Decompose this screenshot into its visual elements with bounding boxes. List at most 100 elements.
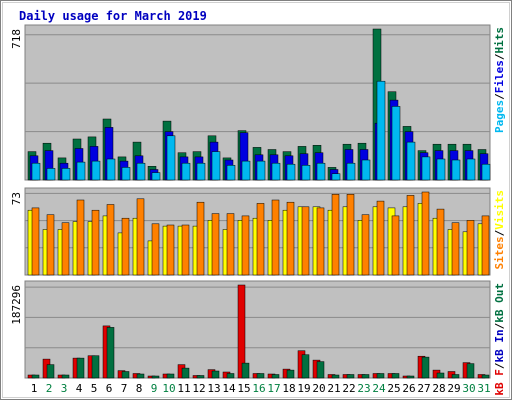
bar-kb-out-day-15 — [241, 362, 250, 379]
bar-kb-out-day-2 — [46, 364, 55, 379]
bar-pages-day-14 — [226, 165, 236, 181]
bar-pages-day-7 — [121, 167, 131, 181]
bar-kb-out-day-5 — [91, 355, 100, 379]
bar-pages-day-24 — [376, 80, 386, 181]
bar-kb-out-day-19 — [301, 354, 310, 379]
bar-kb-out-day-17 — [271, 374, 280, 379]
x-tick-label: 11 — [177, 382, 190, 395]
bar-kb-out-day-27 — [421, 356, 430, 379]
bar-kb-out-day-8 — [136, 373, 145, 379]
bar-sites-day-6 — [106, 204, 115, 276]
x-tick-label: 7 — [121, 382, 128, 395]
bar-kb-out-day-24 — [376, 373, 385, 379]
x-tick-label: 10 — [162, 382, 175, 395]
bar-kb-out-day-26 — [406, 375, 415, 379]
panel-visits-sites: 73 Sites/Visits — [10, 187, 506, 276]
bar-sites-day-23 — [361, 214, 370, 276]
bar-pages-day-31 — [481, 163, 491, 181]
bar-kb-out-day-16 — [256, 373, 265, 379]
bar-sites-day-14 — [226, 213, 235, 276]
bar-pages-day-13 — [211, 151, 221, 181]
legend: Sites/Visits — [493, 190, 506, 270]
bar-sites-day-5 — [91, 209, 100, 276]
bar-pages-day-29 — [451, 159, 461, 181]
bar-sites-day-28 — [436, 208, 445, 276]
bar-pages-day-2 — [46, 168, 56, 181]
bar-sites-day-18 — [286, 201, 295, 276]
panel-background — [24, 280, 491, 379]
legend: Pages/Files/Hits — [493, 27, 506, 133]
x-tick-label: 8 — [136, 382, 143, 395]
x-tick-label: 4 — [76, 382, 83, 395]
bar-sites-day-29 — [451, 222, 460, 276]
bar-kb-out-day-3 — [61, 374, 70, 379]
bar-pages-day-10 — [166, 135, 176, 181]
legend-entry: kB F — [493, 369, 506, 396]
bar-pages-day-3 — [61, 168, 71, 181]
bar-sites-day-10 — [166, 224, 175, 276]
bar-pages-day-6 — [106, 158, 116, 181]
bar-sites-day-9 — [151, 223, 160, 276]
bar-pages-day-23 — [361, 159, 371, 181]
x-tick-label: 1 — [31, 382, 38, 395]
bar-pages-day-9 — [151, 172, 161, 181]
bar-sites-day-13 — [211, 213, 220, 276]
legend-entry: kB In — [493, 329, 506, 362]
y-max-label: 187296 — [10, 285, 23, 325]
x-tick-label: 31 — [477, 382, 490, 395]
bar-sites-day-3 — [61, 222, 70, 276]
x-tick-label: 19 — [297, 382, 310, 395]
legend-separator: / — [493, 53, 506, 60]
y-max-label: 718 — [10, 29, 23, 49]
bar-pages-day-28 — [436, 158, 446, 181]
y-max-label: 73 — [10, 192, 23, 205]
x-tick-label: 25 — [387, 382, 400, 395]
bar-kb-out-day-4 — [76, 357, 85, 379]
x-tick-label: 29 — [447, 382, 460, 395]
bar-kb-out-day-21 — [331, 374, 340, 379]
bar-pages-day-19 — [301, 165, 311, 181]
bar-kb-out-day-12 — [196, 375, 205, 379]
x-tick-label: 5 — [91, 382, 98, 395]
bar-sites-day-31 — [481, 215, 490, 276]
x-tick-label: 20 — [312, 382, 325, 395]
legend-entry: Hits — [493, 27, 506, 54]
bar-kb-out-day-29 — [451, 374, 460, 379]
bar-kb-out-day-11 — [181, 367, 190, 379]
bar-pages-day-4 — [76, 161, 86, 181]
bar-kb-out-day-9 — [151, 375, 160, 379]
bar-sites-day-15 — [241, 215, 250, 276]
legend-entry: Files — [493, 60, 506, 93]
x-tick-label: 30 — [462, 382, 475, 395]
bar-kb-out-day-20 — [316, 361, 325, 379]
x-tick-label: 23 — [357, 382, 370, 395]
x-tick-label: 9 — [151, 382, 158, 395]
bar-kb-out-day-1 — [31, 374, 40, 379]
bar-sites-day-24 — [376, 200, 385, 276]
bar-kb-out-day-13 — [211, 370, 220, 379]
panel-hits-files-pages: 718 Pages/Files/Hits — [10, 24, 506, 181]
bar-kb-out-day-7 — [121, 371, 130, 379]
bar-pages-day-27 — [421, 156, 431, 181]
legend-entry: Sites — [493, 236, 506, 269]
legend-entry: Visits — [493, 190, 506, 230]
chart-title: Daily usage for March 2019 — [19, 9, 207, 23]
bar-pages-day-25 — [391, 106, 401, 181]
x-tick-label: 28 — [432, 382, 445, 395]
bar-sites-day-25 — [391, 215, 400, 276]
x-tick-label: 21 — [327, 382, 340, 395]
x-tick-label: 16 — [252, 382, 265, 395]
bar-kb-out-day-25 — [391, 373, 400, 379]
bar-sites-day-27 — [421, 191, 430, 276]
bar-pages-day-26 — [406, 141, 416, 181]
bar-pages-day-11 — [181, 162, 191, 181]
x-tick-label: 24 — [372, 382, 386, 395]
legend-separator: / — [493, 229, 506, 236]
x-tick-label: 26 — [402, 382, 415, 395]
bar-pages-day-15 — [241, 160, 251, 181]
bar-sites-day-4 — [76, 199, 85, 276]
x-tick-label: 17 — [267, 382, 280, 395]
bar-sites-day-20 — [316, 207, 325, 276]
legend: kB F/kB In/kB Out — [493, 283, 506, 396]
